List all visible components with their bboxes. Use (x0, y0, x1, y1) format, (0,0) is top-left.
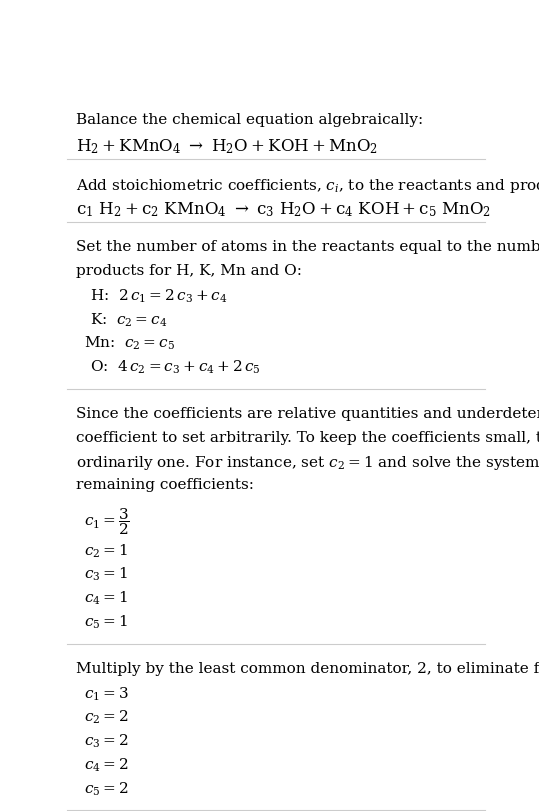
Text: remaining coefficients:: remaining coefficients: (75, 478, 254, 491)
Text: $\mathrm{c_1\ H_2 + c_2\ KMnO_4 \ \rightarrow \ c_3\ H_2O + c_4\ KOH + c_5\ MnO_: $\mathrm{c_1\ H_2 + c_2\ KMnO_4 \ \right… (75, 200, 490, 219)
Text: $c_1 = \dfrac{3}{2}$: $c_1 = \dfrac{3}{2}$ (84, 506, 130, 537)
Text: Mn:  $c_2 = c_5$: Mn: $c_2 = c_5$ (84, 335, 175, 352)
Text: Set the number of atoms in the reactants equal to the number of atoms in the: Set the number of atoms in the reactants… (75, 240, 539, 254)
Text: Balance the chemical equation algebraically:: Balance the chemical equation algebraica… (75, 113, 423, 127)
Text: $\mathrm{H_2 + KMnO_4 \ \rightarrow \ H_2O + KOH + MnO_2}$: $\mathrm{H_2 + KMnO_4 \ \rightarrow \ H_… (75, 137, 378, 156)
Text: products for H, K, Mn and O:: products for H, K, Mn and O: (75, 264, 302, 277)
Text: $c_5 = 1$: $c_5 = 1$ (84, 613, 128, 630)
Text: Add stoichiometric coefficients, $c_i$, to the reactants and products:: Add stoichiometric coefficients, $c_i$, … (75, 176, 539, 195)
Text: $c_4 = 1$: $c_4 = 1$ (84, 589, 128, 607)
Text: $c_4 = 2$: $c_4 = 2$ (84, 756, 129, 773)
Text: O:  $4\,c_2 = c_3 + c_4 + 2\,c_5$: O: $4\,c_2 = c_3 + c_4 + 2\,c_5$ (91, 358, 261, 375)
Text: Since the coefficients are relative quantities and underdetermined, choose a: Since the coefficients are relative quan… (75, 406, 539, 420)
Text: $c_5 = 2$: $c_5 = 2$ (84, 779, 129, 796)
Text: $c_3 = 1$: $c_3 = 1$ (84, 565, 128, 582)
Text: $c_1 = 3$: $c_1 = 3$ (84, 684, 129, 702)
Text: coefficient to set arbitrarily. To keep the coefficients small, the arbitrary va: coefficient to set arbitrarily. To keep … (75, 430, 539, 444)
Text: Multiply by the least common denominator, 2, to eliminate fractional coefficient: Multiply by the least common denominator… (75, 661, 539, 675)
Text: K:  $c_2 = c_4$: K: $c_2 = c_4$ (91, 311, 168, 328)
Text: $c_2 = 1$: $c_2 = 1$ (84, 542, 128, 559)
Text: H:  $2\,c_1 = 2\,c_3 + c_4$: H: $2\,c_1 = 2\,c_3 + c_4$ (91, 287, 228, 305)
Text: $c_3 = 2$: $c_3 = 2$ (84, 732, 129, 749)
Text: ordinarily one. For instance, set $c_2 = 1$ and solve the system of equations fo: ordinarily one. For instance, set $c_2 =… (75, 454, 539, 472)
Text: $c_2 = 2$: $c_2 = 2$ (84, 708, 129, 726)
